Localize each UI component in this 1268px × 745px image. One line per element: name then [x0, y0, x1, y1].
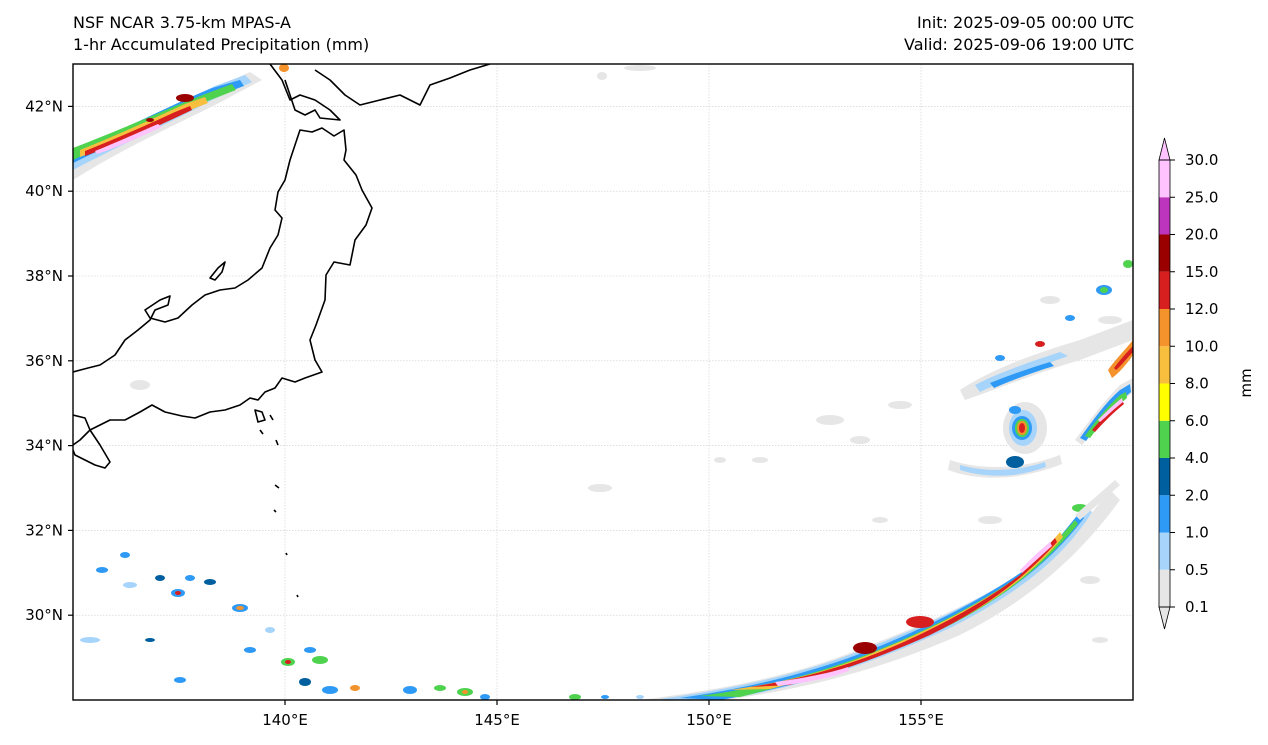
colorbar-tick-label: 10.0 — [1185, 337, 1218, 355]
map-background — [73, 64, 1133, 700]
longitude-axis: 140°E 145°E 150°E 155°E — [262, 700, 944, 729]
colorbar-tick-label: 8.0 — [1185, 375, 1209, 393]
title-right: Init: 2025-09-05 00:00 UTC Valid: 2025-0… — [904, 12, 1134, 56]
lat-tick-label: 42°N — [25, 97, 63, 115]
coastline-shikoku-kyushu — [73, 414, 111, 469]
colorbar-tick-label: 15.0 — [1185, 263, 1218, 281]
field-title: 1-hr Accumulated Precipitation (mm) — [73, 35, 370, 54]
colorbar-tick-label: 0.5 — [1185, 561, 1209, 579]
lat-tick-label: 40°N — [25, 182, 63, 200]
lat-tick-label: 38°N — [25, 267, 63, 285]
colorbar-swatch — [1159, 234, 1170, 272]
coastline-boso — [254, 409, 266, 435]
colorbar-tick-label: 30.0 — [1185, 151, 1218, 169]
lon-tick-label: 145°E — [474, 711, 520, 729]
coastline-honshu — [73, 127, 373, 446]
colorbar-swatch — [1159, 346, 1170, 384]
colorbar-tick-label: 2.0 — [1185, 486, 1209, 504]
colorbar: 0.1 0.5 1.0 2.0 4.0 6.0 8.0 10.0 12.0 15.0 20.0 25.… — [1158, 137, 1218, 630]
init-time: Init: 2025-09-05 00:00 UTC — [916, 13, 1134, 32]
colorbar-extend-max — [1158, 137, 1171, 161]
colorbar-swatch — [1159, 458, 1170, 496]
model-title: NSF NCAR 3.75-km MPAS-A — [73, 13, 291, 32]
precipitation-field — [73, 64, 1133, 700]
colorbar-unit-label: mm — [1237, 368, 1255, 397]
coastline-hokkaido — [269, 64, 491, 121]
colorbar-tick-label: 6.0 — [1185, 412, 1209, 430]
lon-tick-label: 155°E — [898, 711, 944, 729]
coastline-sea-of-japan — [73, 141, 297, 373]
precip-frontal-arc — [640, 480, 1120, 700]
lat-tick-label: 36°N — [25, 352, 63, 370]
colorbar-swatch — [1159, 383, 1170, 421]
colorbar-swatch — [1159, 532, 1170, 570]
colorbar-tick-label: 1.0 — [1185, 524, 1209, 542]
precip-band-northwest — [73, 64, 289, 180]
title-left: NSF NCAR 3.75-km MPAS-A 1-hr Accumulated… — [73, 12, 369, 56]
coastlines — [73, 64, 491, 598]
coastline-sado — [209, 261, 226, 281]
lat-tick-label: 32°N — [25, 521, 63, 539]
colorbar-swatch — [1159, 197, 1170, 235]
lat-tick-label: 30°N — [25, 606, 63, 624]
colorbar-swatch — [1159, 420, 1170, 458]
colorbar-swatch — [1159, 495, 1170, 533]
colorbar-swatch — [1159, 569, 1170, 607]
colorbar-swatch — [1159, 271, 1170, 309]
precip-typhoon-spiral — [948, 260, 1133, 478]
colorbar-tick-label: 20.0 — [1185, 226, 1218, 244]
map-frame — [72, 63, 1134, 701]
colorbar-extend-min — [1158, 606, 1171, 630]
colorbar-tick-label: 12.0 — [1185, 300, 1218, 318]
colorbar-tick-label: 4.0 — [1185, 449, 1209, 467]
colorbar-swatch — [1159, 309, 1170, 347]
latitude-axis: 42°N 40°N 38°N 36°N 34°N 32°N 30°N — [25, 97, 73, 624]
precip-scattered-south — [80, 552, 644, 700]
colorbar-tick-label: 0.1 — [1185, 598, 1209, 616]
coastline-izu-islands — [269, 414, 299, 598]
colorbar-tick-label: 25.0 — [1185, 188, 1218, 206]
valid-time: Valid: 2025-09-06 19:00 UTC — [903, 35, 1134, 54]
lon-tick-label: 150°E — [686, 711, 732, 729]
precip-light-patches — [130, 65, 1122, 643]
lat-tick-label: 34°N — [25, 437, 63, 455]
lon-tick-label: 140°E — [262, 711, 308, 729]
colorbar-swatch — [1159, 160, 1170, 198]
